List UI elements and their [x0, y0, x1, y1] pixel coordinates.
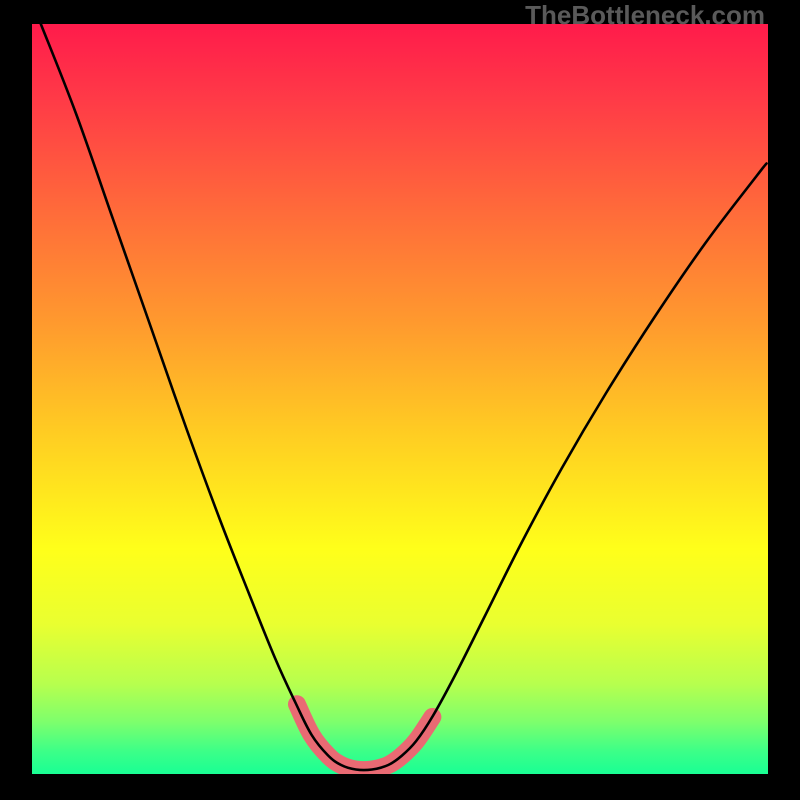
- plot-area: [32, 24, 768, 774]
- curve-left_limb: [41, 24, 767, 770]
- chart-overlay: [32, 24, 768, 774]
- watermark-text: TheBottleneck.com: [525, 0, 765, 31]
- highlight-segment: [297, 704, 432, 770]
